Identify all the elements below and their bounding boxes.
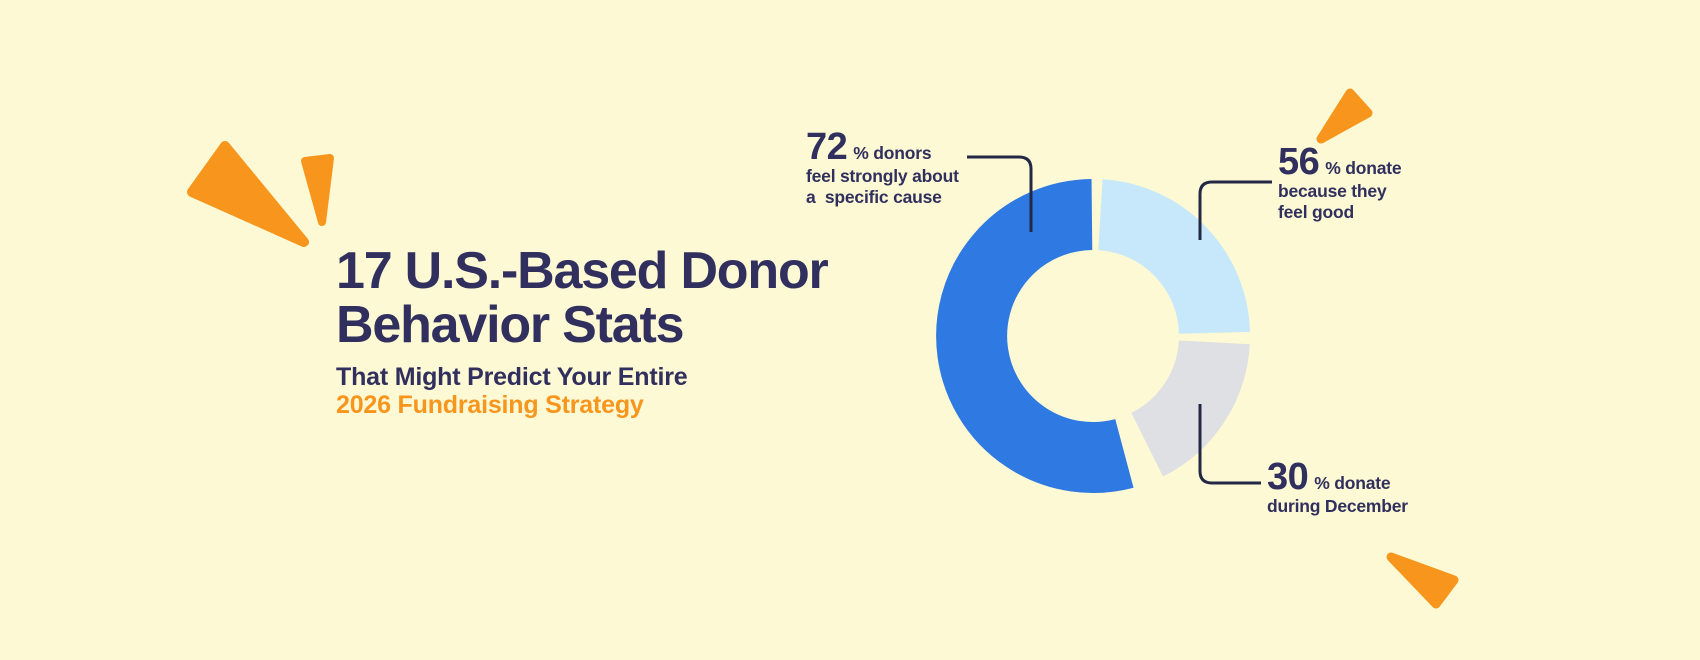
stat-30-text-line: during December: [1267, 496, 1408, 516]
title-block: 17 U.S.-Based Donor Behavior Stats That …: [336, 242, 829, 419]
orange-wedge-large-icon: [187, 141, 309, 247]
stat-72-text-line: feel strongly about: [806, 166, 959, 186]
connector-72-line: [967, 155, 1033, 232]
donut-segment-feel-good: [1097, 179, 1250, 335]
stat-72-unit: % donors: [853, 143, 932, 163]
confetti-top-left: [187, 141, 334, 247]
stat-30-headline: 30 % donate: [1267, 456, 1408, 498]
stat-callout-56: 56 % donate because they feel good: [1278, 141, 1402, 222]
stat-56-unit: % donate: [1325, 158, 1402, 178]
stat-56-text-line: feel good: [1278, 201, 1354, 222]
stat-72-headline: 72 % donors: [806, 126, 959, 168]
stat-56-headline: 56 % donate: [1278, 141, 1402, 183]
stat-30-unit: % donate: [1314, 473, 1391, 493]
donut-chart: [936, 179, 1250, 493]
subtitle-line-2-highlight: 2026 Fundraising Strategy: [336, 391, 644, 419]
donut-segment-december: [1130, 339, 1250, 477]
connector-30-line: [1198, 404, 1261, 485]
callout-connectors: [967, 155, 1272, 485]
stat-callout-72: 72 % donors feel strongly about a specif…: [806, 126, 959, 207]
stat-56-text-line: because they: [1278, 181, 1387, 201]
orange-wedge-top-right-icon: [1316, 88, 1373, 144]
orange-wedge-small-icon: [301, 154, 334, 226]
stat-72-text-line: a specific cause: [806, 186, 942, 207]
stat-56-number: 56: [1278, 141, 1320, 183]
subtitle-line-1: That Might Predict Your Entire: [336, 363, 688, 391]
connector-56-line: [1198, 180, 1272, 240]
stat-callout-30: 30 % donate during December: [1267, 456, 1408, 517]
stat-30-number: 30: [1267, 456, 1309, 498]
page-title-line-2: Behavior Stats: [336, 296, 685, 354]
orange-wedge-bottom-right-icon: [1386, 552, 1459, 609]
donut-segment-strong-cause: [936, 179, 1134, 493]
page-title-line-1: 17 U.S.-Based Donor: [336, 242, 829, 300]
stat-72-number: 72: [806, 126, 848, 168]
